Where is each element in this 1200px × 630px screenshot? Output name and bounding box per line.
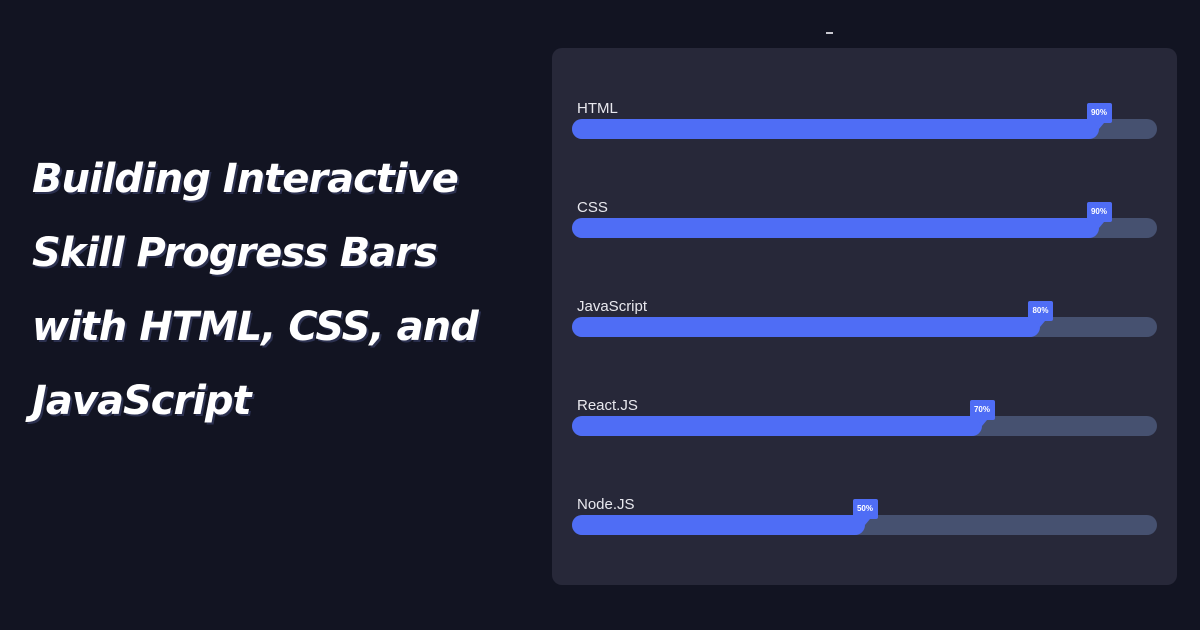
progress-track: 80% bbox=[572, 301, 1157, 337]
skill-label: JavaScript bbox=[577, 298, 648, 315]
skill-label: HTML bbox=[577, 100, 618, 117]
divider-mark bbox=[826, 32, 833, 34]
percent-tooltip: 90% bbox=[1086, 202, 1112, 228]
progress-track: 90% bbox=[572, 103, 1157, 139]
skill-label: Node.JS bbox=[577, 496, 635, 513]
progress-track: 50% bbox=[572, 499, 1157, 535]
skill-css: CSS 90% bbox=[572, 199, 1157, 269]
headline-line-1: Building Interactive bbox=[32, 156, 459, 202]
percent-tooltip: 80% bbox=[1028, 301, 1053, 327]
percent-tooltip: 50% bbox=[852, 499, 878, 525]
progress-fill bbox=[572, 218, 1099, 238]
progress-fill bbox=[572, 317, 1040, 337]
progress-fill bbox=[572, 515, 865, 535]
skill-reactjs: React.JS 70% bbox=[572, 397, 1157, 467]
skill-label: CSS bbox=[577, 199, 608, 216]
progress-track: 90% bbox=[572, 202, 1157, 238]
skill-nodejs: Node.JS 50% bbox=[572, 496, 1157, 566]
skills-card: HTML 90% CSS 90% JavaScript 80% React.JS… bbox=[552, 48, 1177, 585]
headline: Building Interactive Skill Progress Bars… bbox=[32, 142, 552, 438]
headline-line-2: Skill Progress Bars bbox=[32, 230, 438, 276]
headline-line-4: JavaScript bbox=[32, 378, 252, 424]
skill-javascript: JavaScript 80% bbox=[572, 298, 1157, 368]
skill-label: React.JS bbox=[577, 397, 638, 414]
percent-tooltip: 90% bbox=[1086, 103, 1112, 129]
percent-tooltip: 70% bbox=[969, 400, 995, 426]
skill-html: HTML 90% bbox=[572, 100, 1157, 170]
progress-fill bbox=[572, 119, 1099, 139]
progress-track: 70% bbox=[572, 400, 1157, 436]
progress-fill bbox=[572, 416, 982, 436]
headline-line-3: with HTML, CSS, and bbox=[32, 304, 479, 350]
